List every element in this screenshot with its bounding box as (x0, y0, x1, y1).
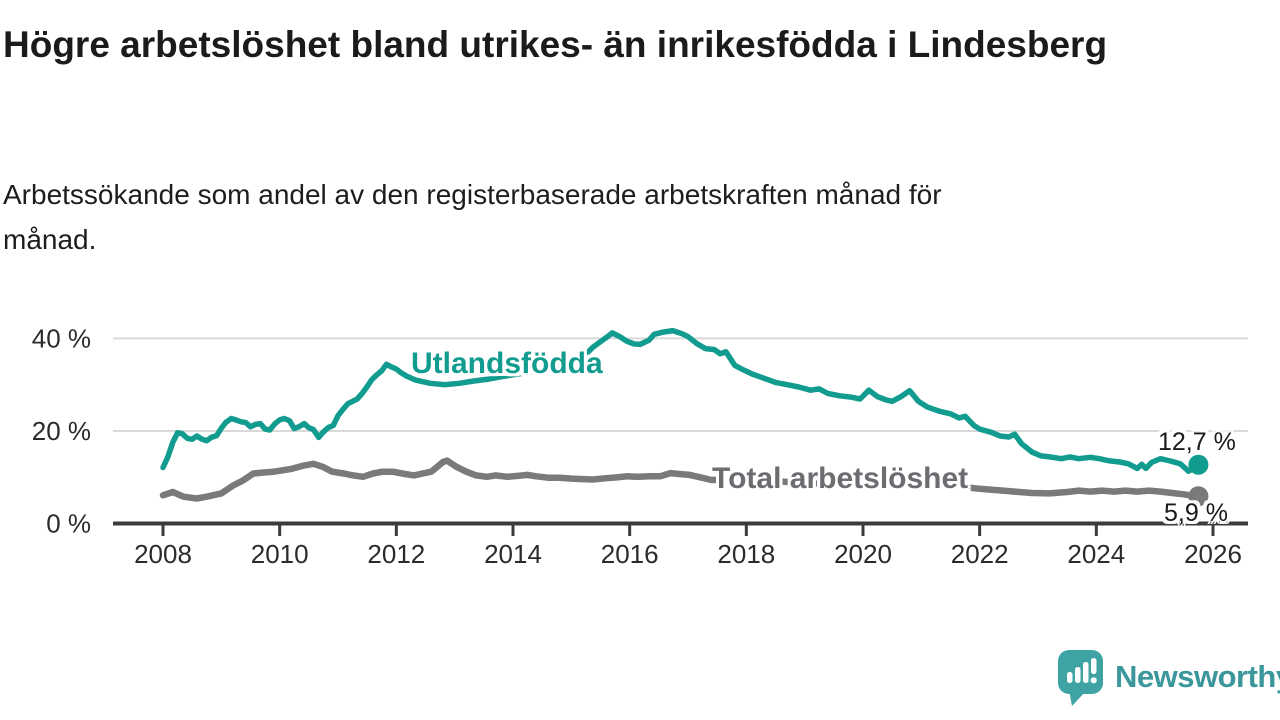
end-value-label-total: 5,9 % (1164, 499, 1228, 527)
series-line-0 (160, 327, 1202, 474)
x-tick-label: 2010 (251, 539, 309, 569)
newsworthy-bubble-chart-icon (1058, 650, 1103, 706)
x-tick-label: 2016 (601, 539, 659, 569)
series-end-dot-0 (1188, 454, 1209, 475)
x-tick-label: 2012 (367, 539, 425, 569)
series-label-utlandsfodda: Utlandsfödda (411, 347, 603, 380)
x-tick-label: 2022 (951, 539, 1009, 569)
y-tick-label: 40 % (32, 323, 91, 353)
x-tick-label: 2018 (717, 539, 775, 569)
x-tick-label: 2024 (1067, 539, 1125, 569)
newsworthy-logo-text: Newsworthy (1115, 659, 1280, 694)
page-subtitle: Arbetssökande som andel av den registerb… (3, 179, 942, 255)
page-title: Högre arbetslöshet bland utrikes- än inr… (3, 24, 1108, 65)
newsworthy-logo: Newsworthy (1056, 648, 1280, 706)
end-value-label-utlandsfodda: 12,7 % (1158, 428, 1236, 456)
x-tick-label: 2008 (134, 539, 192, 569)
x-tick-label: 2020 (834, 539, 892, 569)
series-end-dot-1 (1188, 486, 1209, 507)
x-tick-label: 2026 (1184, 539, 1242, 569)
x-tick-label: 2014 (484, 539, 542, 569)
y-tick-label: 0 % (46, 509, 91, 539)
y-tick-label: 20 % (32, 416, 91, 446)
series-label-total-arbetsloshet: Total arbetslöshet (712, 462, 969, 495)
series-line-1 (159, 457, 1202, 502)
